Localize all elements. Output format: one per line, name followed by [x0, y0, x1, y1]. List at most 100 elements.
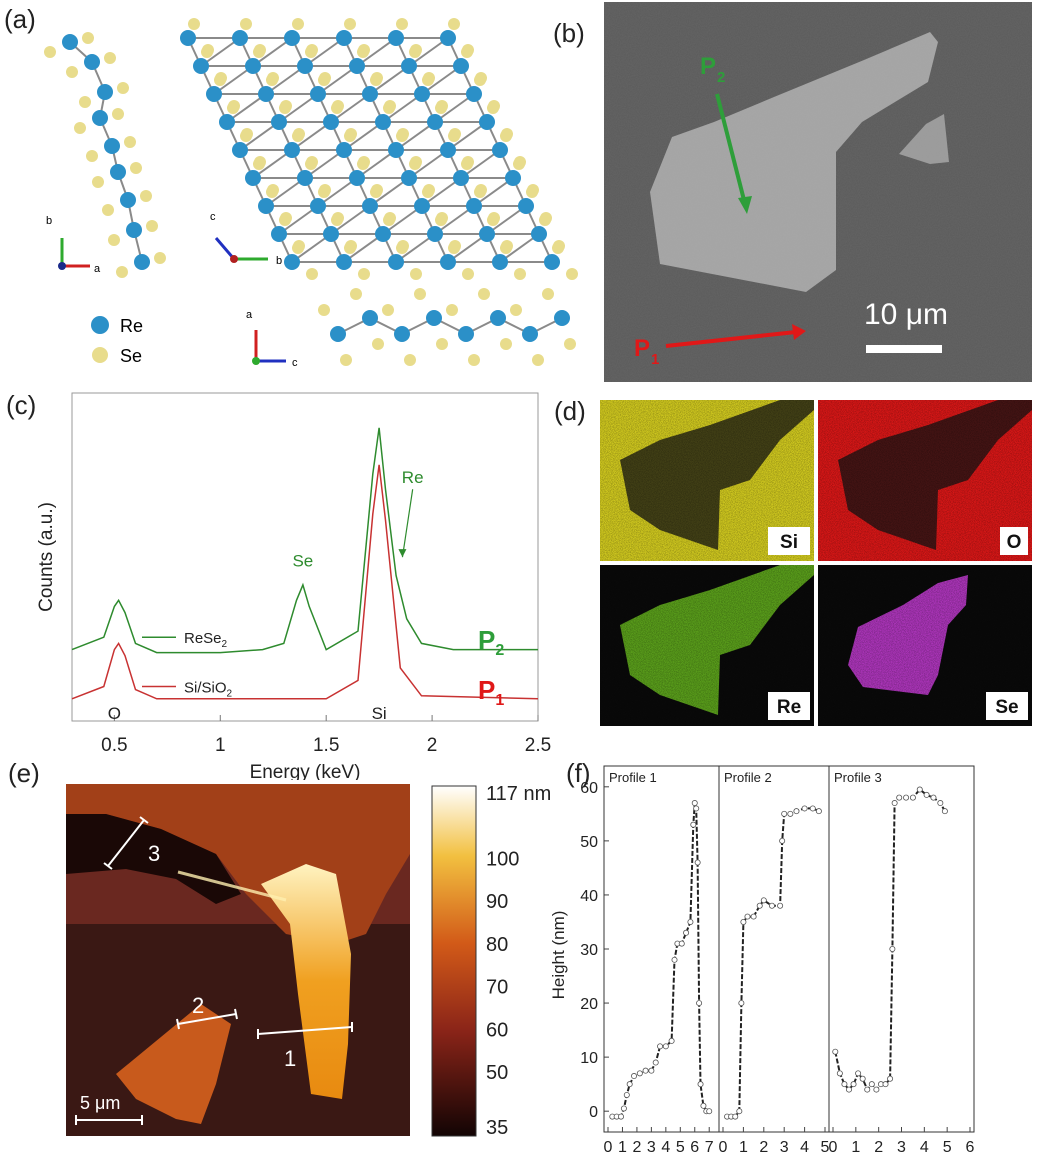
re-atom [518, 198, 534, 214]
se-atom [446, 304, 458, 316]
profile-point [671, 956, 678, 963]
se-atom [86, 150, 98, 162]
x-tick-label: 3 [780, 1139, 789, 1156]
se-atom [292, 242, 304, 254]
x-tick-label: 2 [874, 1139, 883, 1156]
re-atom [427, 114, 443, 130]
re-atom [245, 170, 261, 186]
re-atom [453, 170, 469, 186]
se-atom [500, 338, 512, 350]
x-tick-label: 6 [966, 1139, 975, 1156]
profile-point [678, 940, 685, 947]
se-atom [474, 74, 486, 86]
profile-point [697, 1081, 704, 1088]
se-atom [370, 74, 382, 86]
eds-map-label: Se [995, 697, 1018, 718]
se-atom [305, 46, 317, 58]
eds-map-label: O [1007, 532, 1022, 553]
re-atom [440, 30, 456, 46]
colorbar-tick-label: 60 [486, 1019, 508, 1041]
profile-point [620, 1105, 627, 1112]
arrow-p2-sub: 2 [717, 69, 725, 86]
re-atom [362, 198, 378, 214]
se-atom [146, 220, 158, 232]
atom-legend: Re Se [91, 316, 143, 366]
se-atom [253, 46, 265, 58]
se-atom [539, 214, 551, 226]
re-atom [284, 254, 300, 270]
re-atom [440, 254, 456, 270]
peak-label: O [108, 704, 121, 723]
re-atom [522, 326, 538, 342]
re-atom [349, 58, 365, 74]
afm-colorbar: 117 nm 100 90 80 70 60 50 35 [431, 784, 551, 1139]
axis-label: c [210, 211, 216, 223]
series-line-1 [71, 464, 539, 700]
profile-point [909, 794, 916, 801]
profile-line-2: 2 [176, 993, 238, 1030]
profile-point [868, 1081, 875, 1088]
re-atom [479, 226, 495, 242]
se-atom [566, 268, 578, 280]
profile-point [690, 821, 697, 828]
profile-fit-line [727, 807, 820, 1118]
x-tick-label: 6 [690, 1139, 699, 1156]
x-axis-label: Position (μm) [864, 1157, 964, 1160]
se-atom [409, 158, 421, 170]
profile-label: 1 [284, 1046, 296, 1071]
se-atom [468, 354, 480, 366]
re-atom [258, 86, 274, 102]
profile-point [744, 913, 751, 920]
re-atom [297, 58, 313, 74]
profile-point [732, 1113, 739, 1120]
profile-point [683, 929, 690, 936]
afm-image: 3 2 1 5 μm [66, 784, 410, 1136]
x-tick-label: 1.5 [313, 735, 339, 756]
profile-point [760, 897, 767, 904]
profile-point [864, 1086, 871, 1093]
series-line-0 [71, 427, 538, 654]
se-atom [292, 18, 304, 30]
x-tick-label: 3 [647, 1139, 656, 1156]
se-atom [372, 338, 384, 350]
profile-point [779, 837, 786, 844]
se-atom [104, 52, 116, 64]
re-atom [323, 226, 339, 242]
y-tick-label: 60 [580, 780, 598, 797]
se-atom [435, 214, 447, 226]
profile-fit-line [834, 788, 946, 1092]
re-atom [330, 326, 346, 342]
x-tick-label: 2 [759, 1139, 768, 1156]
profile-point [832, 1048, 839, 1055]
profile-point [930, 794, 937, 801]
series-tag: P2 [478, 625, 504, 659]
profile-point [896, 794, 903, 801]
re-atom [336, 254, 352, 270]
se-atom [344, 130, 356, 142]
profile-point [887, 1075, 894, 1082]
profile-point [923, 791, 930, 798]
se-atom [305, 158, 317, 170]
panel-label-a: (a) [4, 4, 36, 34]
sem-image: P 2 P 1 10 μm [604, 2, 1032, 382]
re-atom [440, 142, 456, 158]
profile-point [756, 902, 763, 909]
se-atom [318, 304, 330, 316]
arrow-p1: P 1 [634, 324, 806, 368]
re-atom [466, 86, 482, 102]
se-atom [357, 46, 369, 58]
profile-point [850, 1081, 857, 1088]
se-atom [116, 266, 128, 278]
profile-point [738, 1000, 745, 1007]
re-atom [458, 326, 474, 342]
re-arrow [401, 489, 414, 558]
profile-point [696, 1000, 703, 1007]
re-atom [206, 86, 222, 102]
colorbar-tick-label: 117 nm [486, 784, 551, 805]
x-tick-label: 0 [719, 1139, 728, 1156]
se-atom [44, 46, 56, 58]
profile-label: 3 [148, 841, 160, 866]
arrow-p2-label: P [700, 53, 716, 80]
profile-point [706, 1108, 713, 1115]
